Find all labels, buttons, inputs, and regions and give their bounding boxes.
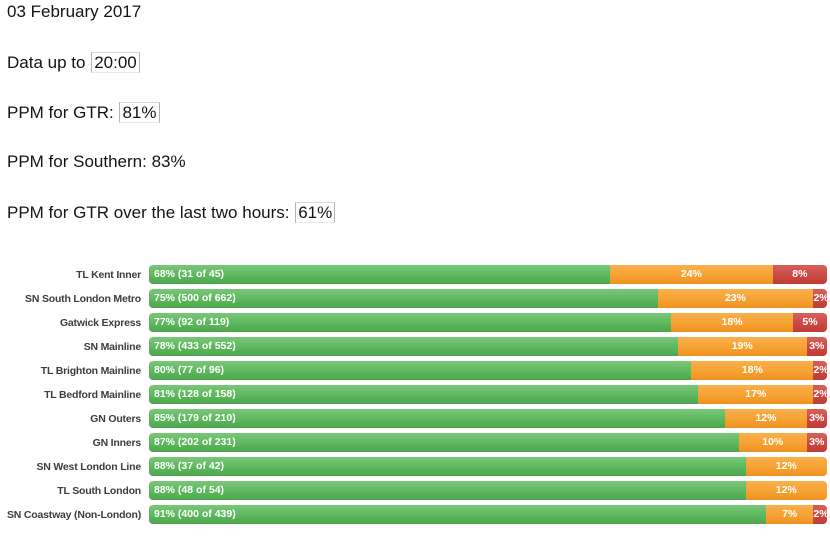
bar-segment-on-time[interactable]: 75% (500 of 662) xyxy=(149,289,658,308)
bar-segment-late[interactable]: 10% xyxy=(738,433,807,452)
ppm-report: 03 February 2017 Data up to 20:00 PPM fo… xyxy=(7,2,830,524)
chart-row: SN Coastway (Non-London) 91% (400 of 439)… xyxy=(7,505,829,524)
row-label: GN Inners xyxy=(92,436,142,449)
bar-segment-very-late[interactable]: 2% xyxy=(813,361,829,380)
chart-row: GN Inners 87% (202 of 231) 10% 3% xyxy=(7,433,827,452)
bar-segment-on-time[interactable]: 91% (400 of 439) xyxy=(149,505,766,524)
stacked-bar[interactable]: 88% (48 of 54) 12% xyxy=(149,481,827,500)
bar-segment-very-late[interactable]: 5% xyxy=(793,313,827,332)
bar-segment-late[interactable]: 17% xyxy=(698,385,814,404)
bar-segment-on-time[interactable]: 88% (48 of 54) xyxy=(149,481,746,500)
bar-segment-very-late[interactable]: 3% xyxy=(806,433,827,452)
stacked-bar[interactable]: 68% (31 of 45) 24% 8% xyxy=(149,265,827,284)
stacked-bar[interactable]: 85% (179 of 210) 12% 3% xyxy=(149,409,827,428)
bar-segment-on-time[interactable]: 78% (433 of 552) xyxy=(149,337,678,356)
stacked-bar[interactable]: 81% (128 of 158) 17% 2% xyxy=(149,385,829,404)
data-up-to-value[interactable]: 20:00 xyxy=(91,52,140,73)
data-up-to-label: Data up to xyxy=(7,53,86,72)
bar-segment-late[interactable]: 12% xyxy=(725,409,807,428)
row-label: TL Kent Inner xyxy=(76,268,141,281)
stacked-bar[interactable]: 77% (92 of 119) 18% 5% xyxy=(149,313,827,332)
ppm-gtr-line: PPM for GTR: 81% xyxy=(7,102,830,123)
bar-segment-on-time[interactable]: 87% (202 of 231) xyxy=(149,433,739,452)
bar-segment-on-time[interactable]: 88% (37 of 42) xyxy=(149,457,746,476)
ppm-gtr-two-hours-label: PPM for GTR over the last two hours: xyxy=(7,203,290,222)
row-label: SN Mainline xyxy=(83,340,142,353)
chart-row: GN Outers 85% (179 of 210) 12% 3% xyxy=(7,409,827,428)
bar-segment-very-late[interactable]: 8% xyxy=(772,265,827,284)
row-label: SN Coastway (Non-London) xyxy=(7,508,142,521)
bar-segment-late[interactable]: 12% xyxy=(745,481,827,500)
stacked-bar[interactable]: 80% (77 of 96) 18% 2% xyxy=(149,361,829,380)
chart-row: Gatwick Express 77% (92 of 119) 18% 5% xyxy=(7,313,827,332)
bar-segment-late[interactable]: 12% xyxy=(745,457,827,476)
data-up-to-line: Data up to 20:00 xyxy=(7,52,830,73)
bar-segment-late[interactable]: 19% xyxy=(677,337,807,356)
row-label: Gatwick Express xyxy=(59,316,141,329)
bar-segment-very-late[interactable]: 3% xyxy=(806,337,827,356)
bar-segment-late[interactable]: 18% xyxy=(691,361,814,380)
bar-segment-on-time[interactable]: 80% (77 of 96) xyxy=(149,361,692,380)
chart-row: SN West London Line 88% (37 of 42) 12% xyxy=(7,457,827,476)
ppm-southern-line: PPM for Southern: 83% xyxy=(7,152,186,171)
chart-row: SN Mainline 78% (433 of 552) 19% 3% xyxy=(7,337,827,356)
chart-row: TL Brighton Mainline 80% (77 of 96) 18% 2% xyxy=(7,361,829,380)
ppm-gtr-value[interactable]: 81% xyxy=(119,102,160,123)
bar-segment-very-late[interactable]: 2% xyxy=(813,505,829,524)
stacked-bar[interactable]: 75% (500 of 662) 23% 2% xyxy=(149,289,829,308)
report-date: 03 February 2017 xyxy=(7,2,142,21)
bar-segment-on-time[interactable]: 68% (31 of 45) xyxy=(149,265,611,284)
stacked-bar[interactable]: 91% (400 of 439) 7% 2% xyxy=(149,505,829,524)
stacked-bar[interactable]: 87% (202 of 231) 10% 3% xyxy=(149,433,827,452)
bar-segment-on-time[interactable]: 85% (179 of 210) xyxy=(149,409,726,428)
bar-segment-very-late[interactable]: 2% xyxy=(813,385,829,404)
row-label: SN South London Metro xyxy=(25,292,141,305)
bar-segment-late[interactable]: 24% xyxy=(610,265,773,284)
bar-segment-late[interactable]: 18% xyxy=(671,313,794,332)
ppm-chart: TL Kent Inner 68% (31 of 45) 24% 8% SN South… xyxy=(7,265,830,524)
ppm-gtr-two-hours-value[interactable]: 61% xyxy=(295,202,336,223)
stacked-bar[interactable]: 88% (37 of 42) 12% xyxy=(149,457,827,476)
bar-segment-late[interactable]: 23% xyxy=(657,289,814,308)
chart-row: TL Bedford Mainline 81% (128 of 158) 17% 2% xyxy=(7,385,829,404)
row-label: GN Outers xyxy=(90,412,141,425)
row-label: TL Bedford Mainline xyxy=(44,388,141,401)
chart-row: SN South London Metro 75% (500 of 662) 23%… xyxy=(7,289,829,308)
stacked-bar[interactable]: 78% (433 of 552) 19% 3% xyxy=(149,337,827,356)
chart-row: TL Kent Inner 68% (31 of 45) 24% 8% xyxy=(7,265,827,284)
bar-segment-on-time[interactable]: 81% (128 of 158) xyxy=(149,385,699,404)
chart-row: TL South London 88% (48 of 54) 12% xyxy=(7,481,827,500)
bar-segment-late[interactable]: 7% xyxy=(765,505,814,524)
row-label: SN West London Line xyxy=(36,460,141,473)
row-label: TL Brighton Mainline xyxy=(40,364,141,377)
ppm-gtr-two-hours-line: PPM for GTR over the last two hours: 61% xyxy=(7,202,830,223)
ppm-gtr-label: PPM for GTR: xyxy=(7,103,114,122)
bar-segment-on-time[interactable]: 77% (92 of 119) xyxy=(149,313,672,332)
row-label: TL South London xyxy=(57,484,141,497)
bar-segment-very-late[interactable]: 3% xyxy=(806,409,827,428)
bar-segment-very-late[interactable]: 2% xyxy=(813,289,829,308)
